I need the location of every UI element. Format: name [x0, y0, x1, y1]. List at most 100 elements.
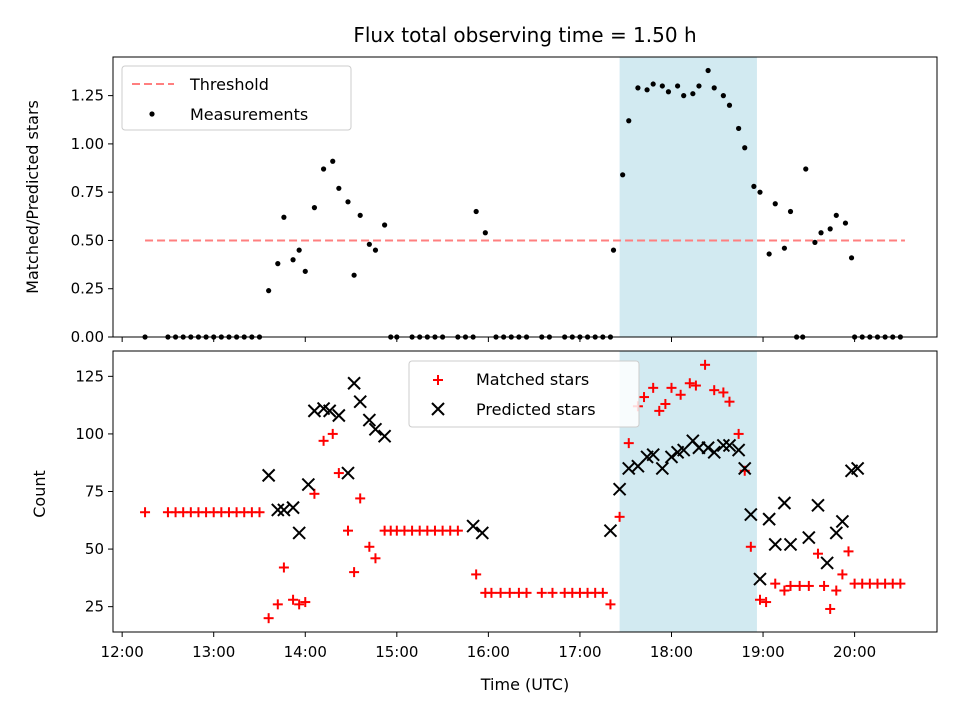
measurement-point	[665, 89, 672, 95]
measurement-point	[772, 201, 778, 207]
predicted-star-point	[362, 413, 377, 427]
measurement-point	[296, 247, 302, 253]
predicted-star-point	[738, 461, 752, 476]
x-tick-label: 18:00	[650, 643, 693, 661]
measurement-point	[626, 118, 632, 124]
matched-star-point	[718, 387, 729, 398]
measurement-point	[302, 268, 308, 274]
predicted-star-point	[612, 482, 627, 496]
measurement-point	[290, 257, 296, 263]
predicted-star-point	[744, 507, 758, 522]
bottom-xticks: 12:00 13:00 14:00 15:00 16:00 17:00 18:00 19:00…	[101, 632, 876, 661]
measurement-point	[336, 185, 342, 191]
measurement-point	[705, 67, 711, 74]
matched-star-point	[623, 438, 634, 449]
matched-star-point	[294, 599, 305, 610]
legend-matched-swatch	[433, 375, 443, 385]
predicted-star-point	[722, 438, 737, 453]
x-tick-label: 16:00	[467, 643, 510, 661]
measurement-point	[842, 220, 849, 226]
measurement-point	[726, 102, 733, 108]
y-tick-label: 0.75	[71, 183, 104, 201]
matched-star-point	[779, 585, 790, 596]
measurement-point	[610, 247, 617, 253]
matched-star-point	[263, 613, 274, 624]
predicted-star-point	[811, 498, 825, 513]
measurement-point	[720, 93, 726, 99]
measurement-point	[473, 208, 479, 215]
matched-star-point	[614, 511, 625, 522]
predicted-star-point	[322, 404, 337, 418]
predicted-star-point	[307, 404, 322, 418]
x-tick-label: 12:00	[101, 643, 144, 661]
y-tick-label: 1.00	[71, 135, 104, 153]
matched-star-point	[690, 380, 701, 391]
y-tick-label: 0.25	[71, 280, 104, 298]
predicted-star-point	[835, 514, 850, 529]
matched-star-point	[654, 405, 665, 416]
predicted-star-point	[731, 443, 746, 457]
top-xticks	[121, 337, 856, 342]
legend-predicted-label: Predicted stars	[476, 400, 596, 419]
predicted-star-point	[716, 438, 731, 453]
bottom-panel: 25 50 75 100 125 12:00 13:00 14:00 15:00 16:00 17…	[30, 350, 938, 694]
matched-star-point	[831, 585, 842, 596]
predicted-star-point	[261, 468, 276, 483]
predicted-star-point	[646, 447, 660, 462]
measurement-point	[482, 230, 488, 236]
matched-star-point	[140, 507, 151, 518]
matched-star-point	[785, 580, 796, 591]
predicted-star-point	[753, 572, 767, 586]
top-legend-box	[121, 65, 352, 131]
matched-star-point	[733, 428, 744, 439]
predicted-star-point	[777, 496, 792, 510]
bottom-legend-box	[408, 360, 640, 428]
measurement-point	[620, 172, 626, 178]
y-tick-label: 1.25	[71, 87, 104, 105]
measurement-point	[827, 226, 833, 232]
matched-star-point	[648, 382, 659, 393]
predicted-star-point	[353, 394, 367, 409]
matched-star-point	[745, 541, 756, 552]
measurement-point	[266, 288, 272, 294]
top-frame	[112, 56, 938, 338]
matched-star-point	[327, 428, 338, 439]
predicted-star-point	[332, 408, 346, 423]
matched-star-point	[754, 594, 765, 605]
matched-star-point	[278, 562, 289, 573]
measurement-point	[311, 205, 318, 211]
bottom-legend: Matched stars Predicted stars	[408, 360, 640, 428]
matched-star-point	[660, 398, 671, 409]
measurement-point	[659, 83, 665, 89]
matched-star-point	[364, 541, 375, 552]
predicted-star-point	[271, 503, 285, 517]
bottom-span	[619, 351, 757, 632]
predicted-star-point	[850, 461, 865, 476]
top-legend: Threshold Measurements	[121, 65, 352, 131]
measurement-point	[674, 83, 681, 89]
predicted-star-point	[466, 519, 480, 533]
predicted-star-point	[701, 441, 715, 455]
matched-star-point	[333, 468, 344, 479]
measurement-point	[366, 241, 372, 247]
measurement-point	[330, 158, 336, 164]
matched-star-point	[300, 597, 311, 608]
predicted-star-point	[783, 537, 798, 552]
predicted-star-point	[603, 523, 618, 538]
matched-star-point	[724, 396, 735, 407]
matched-star-point	[825, 603, 836, 614]
matched-star-point	[471, 569, 482, 580]
matched-star-point	[666, 382, 677, 393]
top-y-label: Matched/Predicted stars	[23, 100, 42, 294]
matched-star-point	[342, 525, 353, 536]
matched-star-point	[684, 378, 695, 389]
predicted-star-point	[655, 461, 670, 476]
measurement-point	[372, 247, 379, 253]
measurement-point	[848, 255, 855, 261]
predicted-star-point	[768, 537, 782, 552]
matched-star-point	[794, 580, 805, 591]
matched-star-point	[486, 587, 497, 598]
y-tick-label: 100	[75, 425, 104, 443]
matched-star-point	[843, 546, 854, 557]
x-tick-label: 20:00	[833, 643, 876, 661]
